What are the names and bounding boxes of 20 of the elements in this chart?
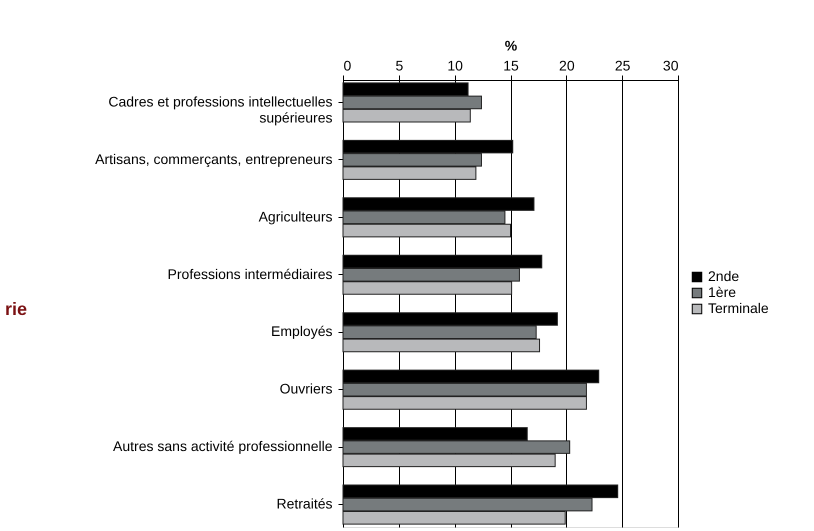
y-tick-label: Artisans, commerçants, entrepreneurs bbox=[95, 150, 332, 167]
x-tick-label: 5 bbox=[395, 58, 404, 74]
y-tick-label: Autres sans activité professionnelle bbox=[113, 438, 333, 454]
y-tick-label: Employés bbox=[271, 323, 332, 340]
x-tick-label: 30 bbox=[662, 58, 679, 74]
x-axis-title: % bbox=[504, 38, 518, 54]
legend-label: 2nde bbox=[708, 268, 740, 284]
y-tick-label: Cadres et professions intellectuelles supérieures bbox=[108, 93, 332, 126]
y-tick-label: Professions intermédiaires bbox=[168, 266, 332, 282]
y-tick-label: Ouvriers bbox=[280, 380, 332, 397]
y-tick-label: Agriculteurs bbox=[258, 208, 332, 224]
y-tick-label: Retraités bbox=[276, 496, 332, 512]
x-tick-label: 0 bbox=[344, 58, 352, 74]
text: rie bbox=[5, 299, 28, 319]
x-tick-label: 20 bbox=[559, 58, 575, 74]
x-tick-label: 10 bbox=[447, 58, 464, 74]
legend-label: 1ère bbox=[708, 284, 736, 300]
x-tick-label: 25 bbox=[614, 58, 631, 74]
legend-label: Terminale bbox=[708, 300, 769, 316]
x-tick-label: 15 bbox=[503, 58, 519, 74]
